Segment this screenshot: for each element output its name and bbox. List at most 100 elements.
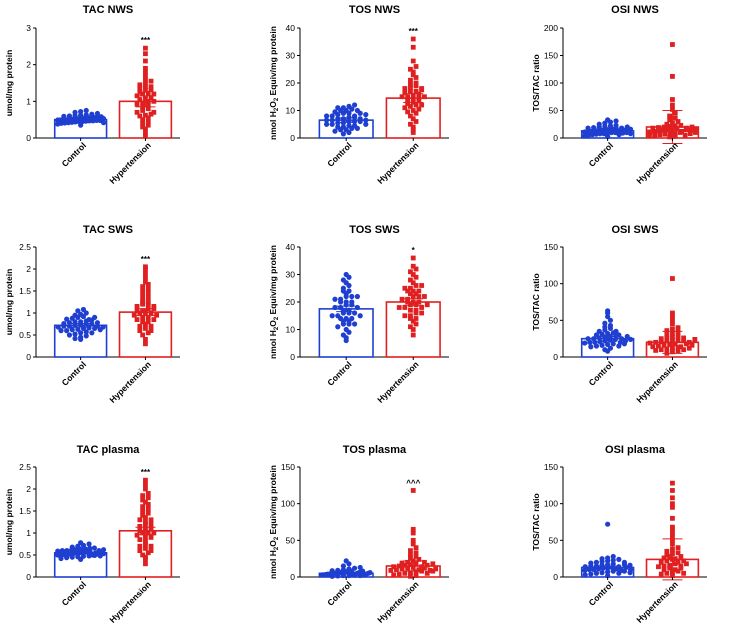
- y-axis-label-sub: 2: [274, 536, 280, 540]
- y-tick-label: 2.5: [19, 242, 31, 252]
- data-point-hypertension: [405, 299, 411, 305]
- data-point-hypertension: [413, 569, 419, 575]
- data-point-hypertension: [148, 526, 154, 531]
- data-point-control: [613, 328, 619, 334]
- data-point-hypertension: [675, 337, 681, 342]
- data-point-hypertension: [678, 344, 684, 350]
- data-point-control: [72, 109, 78, 115]
- data-point-hypertension: [143, 84, 148, 90]
- y-tick-label: 200: [544, 23, 558, 33]
- data-point-hypertension: [408, 302, 413, 308]
- data-point-hypertension: [686, 339, 692, 345]
- data-point-control: [340, 124, 346, 130]
- data-point-hypertension: [675, 568, 681, 574]
- data-point-hypertension: [667, 117, 673, 123]
- data-point-control: [367, 570, 373, 576]
- data-point-control: [335, 124, 341, 130]
- data-point-hypertension: [405, 101, 411, 107]
- data-point-control: [610, 553, 616, 560]
- data-point-hypertension: [656, 564, 661, 570]
- y-tick-label: 1.5: [19, 286, 31, 296]
- data-point-hypertension: [670, 495, 675, 501]
- data-point-control: [363, 117, 369, 123]
- data-point-hypertension: [408, 84, 413, 90]
- y-tick-label: 0: [553, 572, 558, 582]
- y-tick-label: 100: [544, 499, 558, 509]
- data-point-control: [87, 545, 93, 552]
- data-point-hypertension: [408, 555, 413, 561]
- data-point-hypertension: [151, 530, 157, 536]
- data-point-hypertension: [145, 491, 151, 496]
- data-point-hypertension: [664, 121, 670, 127]
- data-point-hypertension: [408, 552, 413, 558]
- data-point-control: [69, 544, 75, 550]
- data-point-hypertension: [672, 561, 678, 567]
- data-point-control: [100, 120, 107, 126]
- data-point-hypertension: [667, 124, 673, 129]
- data-point-control: [343, 271, 349, 278]
- data-point-hypertension: [670, 501, 675, 507]
- data-point-control: [58, 328, 64, 334]
- data-point-hypertension: [416, 95, 422, 101]
- data-point-hypertension: [410, 288, 416, 294]
- data-point-control: [346, 566, 352, 572]
- x-category-label: Control: [325, 359, 353, 387]
- data-point-control: [610, 341, 616, 347]
- data-point-hypertension: [408, 81, 413, 87]
- data-point-hypertension: [405, 559, 411, 565]
- data-point-hypertension: [413, 310, 419, 316]
- data-point-hypertension: [670, 524, 675, 530]
- data-point-control: [340, 563, 346, 569]
- data-point-control: [86, 317, 92, 323]
- bar-hypertension: [118, 311, 173, 358]
- x-category-label: Hypertension: [107, 140, 152, 185]
- y-axis-label-sub: 2: [274, 326, 280, 330]
- data-point-hypertension: [416, 106, 422, 112]
- data-point-control: [55, 548, 61, 554]
- data-point-hypertension: [143, 499, 148, 505]
- data-point-hypertension: [413, 83, 419, 89]
- data-point-hypertension: [408, 562, 413, 567]
- data-point-control: [340, 277, 346, 283]
- x-category-label: Hypertension: [634, 140, 679, 185]
- data-point-hypertension: [413, 573, 419, 578]
- data-point-hypertension: [692, 130, 698, 135]
- data-point-hypertension: [670, 530, 675, 536]
- y-tick-label: 2: [26, 264, 31, 274]
- data-point-hypertension: [410, 318, 416, 324]
- data-point-control: [605, 555, 611, 561]
- data-point-hypertension: [413, 64, 419, 69]
- data-point-hypertension: [408, 307, 413, 313]
- data-point-control: [89, 111, 95, 117]
- data-point-hypertension: [143, 561, 148, 567]
- data-point-control: [610, 561, 616, 567]
- x-category-label: Control: [60, 140, 88, 168]
- data-point-hypertension: [681, 335, 687, 341]
- y-axis-label: umol/mg protein: [4, 50, 14, 117]
- data-point-control: [343, 299, 349, 305]
- data-point-hypertension: [410, 541, 416, 547]
- data-point-control: [59, 548, 65, 554]
- y-tick-label: 100: [544, 78, 558, 88]
- data-point-hypertension: [413, 307, 419, 313]
- data-point-hypertension: [399, 94, 405, 100]
- data-point-hypertension: [140, 293, 146, 298]
- data-point-control: [100, 547, 107, 553]
- data-point-hypertension: [145, 502, 151, 507]
- data-point-control: [357, 116, 363, 122]
- data-point-hypertension: [399, 560, 405, 566]
- y-axis-label: nmol H2O2 Equiv/mg protein: [268, 26, 280, 140]
- data-point-hypertension: [151, 317, 157, 322]
- data-point-hypertension: [151, 109, 157, 115]
- chart-panel-tac-sws: TAC SWS umol/mg protein 0 0.5 1 1.5 2 2.5 Contro…: [4, 224, 180, 405]
- data-point-hypertension: [140, 497, 146, 503]
- data-point-control: [582, 133, 588, 139]
- data-point-hypertension: [424, 302, 430, 308]
- y-tick-label: 30: [286, 51, 296, 61]
- data-point-hypertension: [408, 316, 413, 321]
- data-point-hypertension: [405, 288, 411, 294]
- data-point-hypertension: [405, 565, 411, 571]
- data-point-hypertension: [413, 274, 419, 280]
